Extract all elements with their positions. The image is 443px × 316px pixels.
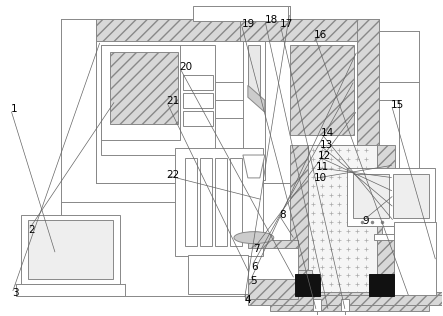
Bar	[248, 240, 298, 248]
Bar	[248, 46, 260, 95]
Bar	[215, 158, 227, 246]
Bar	[354, 174, 389, 218]
Bar	[21, 215, 120, 284]
Text: 10: 10	[314, 173, 327, 184]
Bar	[307, 145, 377, 299]
Bar	[347, 168, 435, 226]
Bar	[110, 52, 178, 124]
Bar	[248, 295, 443, 305]
Text: 21: 21	[167, 96, 179, 106]
Bar	[101, 46, 215, 155]
Text: 12: 12	[318, 151, 331, 161]
Bar	[358, 19, 379, 183]
Text: 2: 2	[28, 225, 35, 235]
Text: 3: 3	[12, 288, 19, 298]
Bar	[374, 234, 402, 240]
Bar	[183, 111, 213, 126]
Bar	[270, 299, 429, 311]
Text: 18: 18	[265, 15, 278, 25]
Bar	[393, 174, 429, 218]
Bar	[96, 19, 379, 183]
Bar	[193, 6, 288, 21]
Ellipse shape	[234, 232, 274, 244]
Text: 6: 6	[252, 262, 258, 271]
Text: 7: 7	[253, 244, 260, 254]
Bar	[183, 93, 213, 108]
Bar	[175, 148, 263, 256]
Bar	[188, 255, 248, 295]
Text: 14: 14	[321, 129, 334, 138]
Bar	[16, 284, 125, 296]
Bar	[295, 275, 319, 296]
Text: 9: 9	[363, 216, 369, 226]
Bar	[313, 299, 321, 311]
Bar	[96, 19, 379, 40]
Bar	[185, 158, 197, 246]
Polygon shape	[243, 155, 265, 178]
Bar	[230, 158, 242, 246]
Bar	[342, 299, 350, 311]
Bar	[248, 279, 298, 299]
Bar	[243, 40, 265, 180]
Text: 1: 1	[11, 104, 17, 114]
Bar	[377, 145, 395, 275]
Bar	[245, 292, 443, 301]
Bar	[290, 46, 354, 135]
Text: 8: 8	[279, 210, 285, 220]
Polygon shape	[248, 85, 265, 112]
Text: 19: 19	[241, 19, 255, 29]
Bar	[248, 240, 298, 299]
Bar	[101, 46, 180, 140]
Text: 5: 5	[250, 276, 257, 286]
Text: 22: 22	[167, 170, 179, 180]
Bar	[382, 226, 394, 234]
Bar	[394, 222, 436, 301]
Text: 17: 17	[280, 19, 293, 29]
Text: 4: 4	[245, 295, 251, 305]
Text: 16: 16	[314, 30, 327, 40]
Text: 13: 13	[319, 140, 333, 150]
Bar	[290, 145, 307, 299]
Bar	[200, 158, 212, 246]
Text: 20: 20	[179, 62, 192, 72]
Bar	[369, 275, 394, 296]
Bar	[28, 220, 113, 279]
Bar	[183, 75, 213, 90]
Text: 11: 11	[316, 162, 329, 173]
Text: 15: 15	[391, 100, 404, 110]
Bar	[270, 270, 311, 301]
